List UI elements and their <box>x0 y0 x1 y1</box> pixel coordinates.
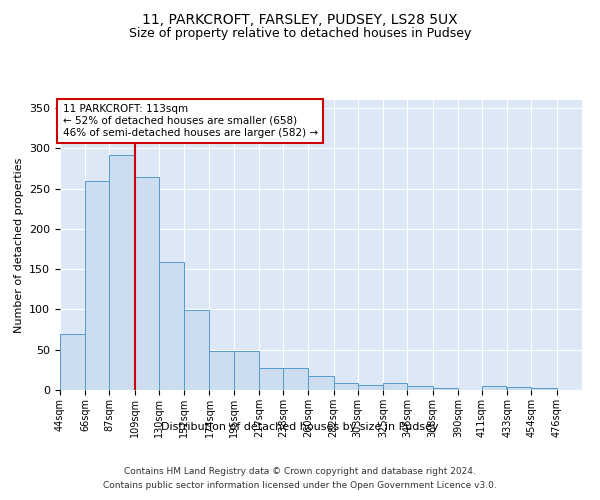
Bar <box>259 368 283 390</box>
Text: Distribution of detached houses by size in Pudsey: Distribution of detached houses by size … <box>161 422 439 432</box>
Bar <box>507 387 532 390</box>
Bar <box>532 388 557 390</box>
Bar <box>109 155 135 390</box>
Bar <box>407 386 433 390</box>
Bar <box>60 334 85 390</box>
Bar <box>85 180 109 390</box>
Bar <box>358 385 383 390</box>
Bar <box>308 376 334 390</box>
Bar <box>135 176 159 390</box>
Text: 11, PARKCROFT, FARSLEY, PUDSEY, LS28 5UX: 11, PARKCROFT, FARSLEY, PUDSEY, LS28 5UX <box>142 12 458 26</box>
Y-axis label: Number of detached properties: Number of detached properties <box>14 158 23 332</box>
Text: Size of property relative to detached houses in Pudsey: Size of property relative to detached ho… <box>129 28 471 40</box>
Bar <box>184 310 209 390</box>
Bar <box>433 388 458 390</box>
Bar <box>334 383 358 390</box>
Bar <box>159 262 184 390</box>
Bar <box>283 368 308 390</box>
Text: Contains HM Land Registry data © Crown copyright and database right 2024.: Contains HM Land Registry data © Crown c… <box>124 468 476 476</box>
Text: Contains public sector information licensed under the Open Government Licence v3: Contains public sector information licen… <box>103 481 497 490</box>
Bar <box>383 383 407 390</box>
Bar <box>233 352 259 390</box>
Text: 11 PARKCROFT: 113sqm
← 52% of detached houses are smaller (658)
46% of semi-deta: 11 PARKCROFT: 113sqm ← 52% of detached h… <box>62 104 318 138</box>
Bar <box>209 352 233 390</box>
Bar <box>482 386 506 390</box>
